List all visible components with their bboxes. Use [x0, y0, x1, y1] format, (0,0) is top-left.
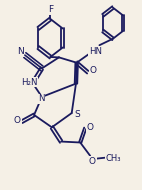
- Text: N: N: [17, 47, 24, 56]
- Text: S: S: [75, 110, 81, 119]
- Text: CH₃: CH₃: [106, 154, 121, 163]
- Text: H₂N: H₂N: [21, 78, 38, 87]
- Text: N: N: [38, 94, 44, 103]
- Text: O: O: [89, 66, 96, 75]
- Text: F: F: [48, 5, 53, 14]
- Text: O: O: [89, 157, 96, 166]
- Text: HN: HN: [89, 47, 102, 56]
- Text: O: O: [14, 116, 21, 125]
- Text: O: O: [86, 123, 93, 132]
